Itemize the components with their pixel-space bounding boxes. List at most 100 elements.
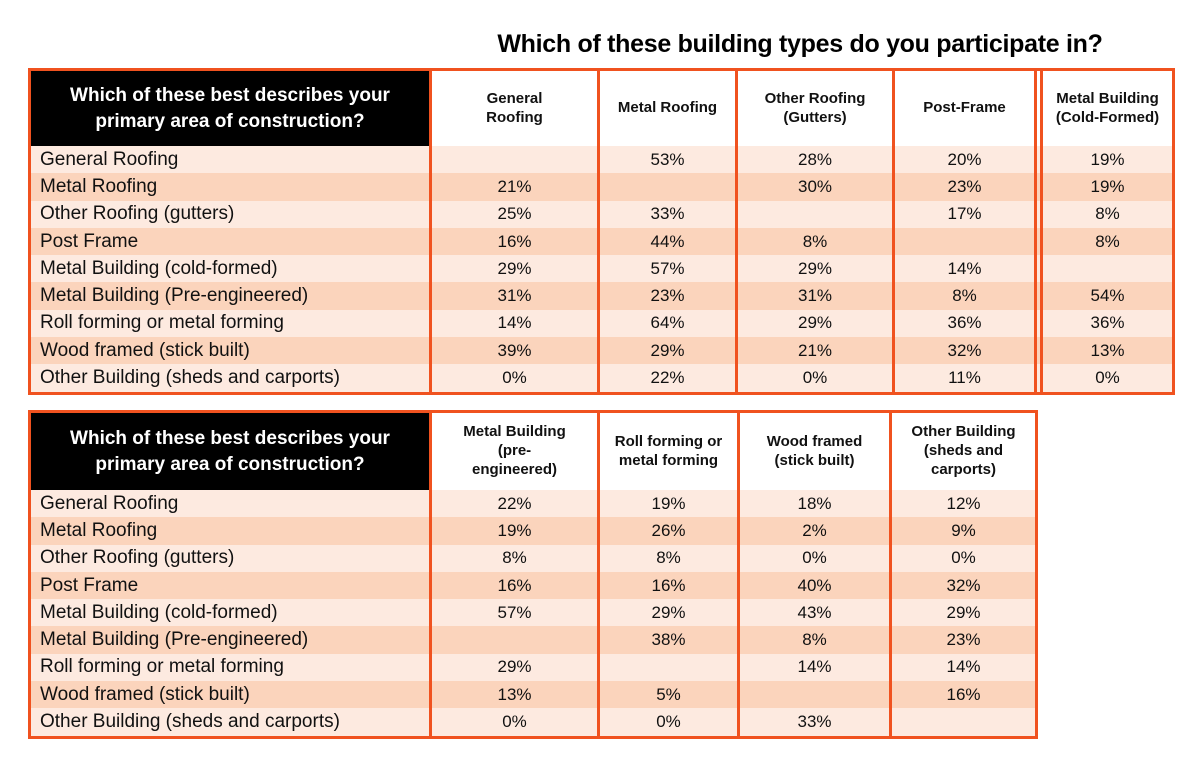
- value-cell-text: 0%: [1095, 368, 1120, 388]
- value-cell-text: 26%: [651, 520, 686, 540]
- value-cell: 16%: [597, 571, 737, 600]
- value-cell: 8%: [1040, 227, 1172, 256]
- value-cell: 57%: [597, 255, 735, 283]
- value-cell: 16%: [429, 571, 597, 600]
- value-cell: 14%: [429, 309, 597, 338]
- value-cell-text: 25%: [497, 204, 532, 224]
- value-cell: 29%: [735, 255, 892, 283]
- page-title: Which of these building types do you par…: [497, 30, 1103, 58]
- value-cell-text: 19%: [1090, 176, 1125, 196]
- value-cell-text: 11%: [948, 368, 981, 388]
- column-gap: [1034, 309, 1040, 338]
- value-cell: 19%: [1040, 173, 1172, 201]
- value-cell: 44%: [597, 227, 735, 256]
- value-cell: 29%: [597, 599, 737, 627]
- value-cell: 0%: [1040, 364, 1172, 392]
- column-header-text: Metal Building (Cold-Formed): [1055, 89, 1160, 126]
- value-cell-text: 8%: [952, 286, 977, 306]
- column-gap: [1034, 146, 1040, 174]
- value-cell: 23%: [892, 173, 1034, 201]
- row-label: Metal Building (cold-formed): [31, 255, 429, 283]
- value-cell: 33%: [737, 708, 889, 736]
- header-column-gap: [1034, 71, 1040, 146]
- value-cell: 64%: [597, 309, 735, 338]
- value-cell: 39%: [429, 337, 597, 365]
- value-cell-text: 8%: [656, 548, 681, 568]
- value-cell: 26%: [597, 517, 737, 545]
- value-cell: 19%: [429, 517, 597, 545]
- value-cell-text: 0%: [802, 548, 827, 568]
- column-gap: [1034, 173, 1040, 201]
- row-label-text: Other Roofing (gutters): [40, 203, 235, 225]
- value-cell: 18%: [737, 490, 889, 518]
- column-header-text: Post-Frame: [923, 99, 1006, 117]
- value-cell: 23%: [889, 626, 1035, 654]
- row-label: Other Roofing (gutters): [31, 200, 429, 228]
- value-cell-text: 29%: [497, 258, 532, 278]
- row-label-text: Wood framed (stick built): [40, 339, 250, 361]
- row-label-text: Roll forming or metal forming: [40, 312, 284, 334]
- value-cell: 23%: [597, 282, 735, 310]
- value-cell: 33%: [597, 200, 735, 228]
- value-cell: 14%: [889, 653, 1035, 682]
- value-cell: 0%: [597, 708, 737, 736]
- row-label: Metal Roofing: [31, 173, 429, 201]
- row-label: Post Frame: [31, 571, 429, 600]
- value-cell-text: 14%: [797, 657, 832, 677]
- participation-table-top: Which of these best describes your prima…: [28, 68, 1175, 395]
- column-gap: [1034, 337, 1040, 365]
- value-cell-text: 36%: [947, 313, 982, 333]
- value-cell-text: 21%: [497, 176, 532, 196]
- row-label-text: Roll forming or metal forming: [40, 656, 284, 678]
- value-cell: 43%: [737, 599, 889, 627]
- value-cell: 20%: [892, 146, 1034, 174]
- value-cell-text: 5%: [656, 684, 681, 704]
- value-cell: 13%: [1040, 337, 1172, 365]
- value-cell-text: 40%: [797, 575, 832, 595]
- column-header: Metal Building (Cold-Formed): [1040, 71, 1172, 146]
- row-label: Other Building (sheds and carports): [31, 364, 429, 392]
- row-label-text: Metal Building (cold-formed): [40, 601, 278, 623]
- value-cell-text: 29%: [797, 313, 833, 333]
- value-cell-text: 8%: [1095, 204, 1120, 224]
- value-cell-text: 8%: [802, 231, 828, 251]
- row-label-text: Metal Building (cold-formed): [40, 257, 278, 279]
- value-cell-text: 0%: [502, 712, 527, 732]
- value-cell: 0%: [737, 544, 889, 572]
- value-cell: 31%: [735, 282, 892, 310]
- value-cell-text: 8%: [802, 630, 827, 650]
- value-cell-text: 33%: [650, 204, 685, 224]
- row-label: Metal Building (Pre-engineered): [31, 282, 429, 310]
- row-label-text: Wood framed (stick built): [40, 683, 250, 705]
- value-cell: 40%: [737, 571, 889, 600]
- value-cell: 0%: [735, 364, 892, 392]
- column-header: Wood framed (stick built): [737, 413, 889, 490]
- value-cell: 21%: [429, 173, 597, 201]
- value-cell-text: 19%: [1090, 149, 1125, 169]
- value-cell-text: 22%: [650, 368, 685, 388]
- column-gap: [1034, 282, 1040, 310]
- value-cell: 30%: [735, 173, 892, 201]
- value-cell-text: 2%: [802, 520, 827, 540]
- value-cell-text: 39%: [497, 340, 532, 360]
- value-cell-text: 29%: [797, 258, 833, 278]
- value-cell-text: 30%: [797, 176, 833, 196]
- value-cell-text: 8%: [1095, 231, 1120, 251]
- column-header-text: Other Building (sheds and carports): [911, 423, 1016, 478]
- corner-header-cell-text: Which of these best describes your prima…: [70, 427, 390, 475]
- value-cell: [597, 173, 735, 201]
- column-header: Other Building (sheds and carports): [889, 413, 1035, 490]
- value-cell-text: 29%: [946, 602, 981, 622]
- value-cell-text: 19%: [497, 520, 532, 540]
- value-cell: 14%: [892, 255, 1034, 283]
- value-cell: 14%: [737, 653, 889, 682]
- row-label-text: Other Roofing (gutters): [40, 547, 235, 569]
- column-header: General Roofing: [429, 71, 597, 146]
- row-label: General Roofing: [31, 490, 429, 518]
- value-cell-text: 54%: [1090, 286, 1125, 306]
- value-cell-text: 23%: [650, 286, 685, 306]
- row-label-text: Metal Building (Pre-engineered): [40, 285, 309, 307]
- value-cell: 32%: [889, 571, 1035, 600]
- value-cell-text: 13%: [497, 684, 532, 704]
